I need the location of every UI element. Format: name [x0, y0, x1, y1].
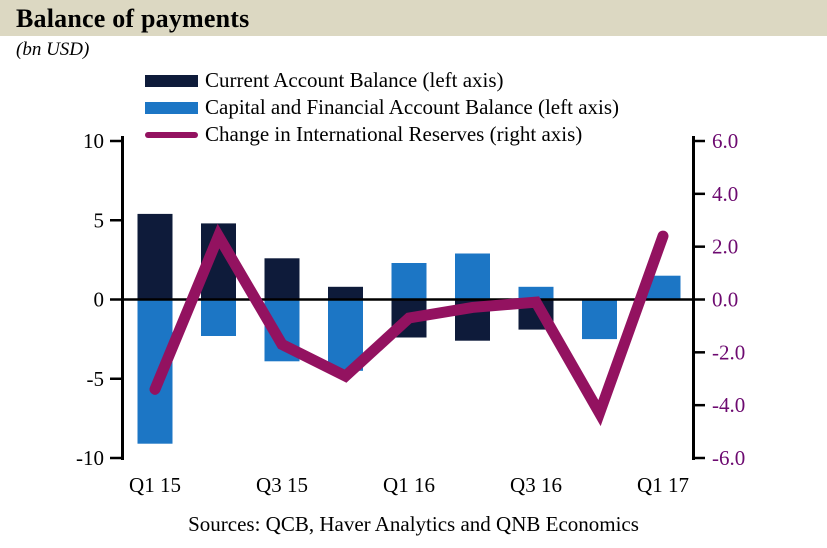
y-axis-right: 6.0 4.0 2.0 0.0 -2.0 -4.0 -6.0	[692, 129, 745, 470]
legend-swatch-current-account	[145, 74, 198, 87]
legend-label-capital-financial: Capital and Financial Account Balance (l…	[205, 95, 620, 119]
legend-item-current-account: Current Account Balance (left axis)	[145, 67, 619, 94]
bar	[582, 299, 617, 340]
legend: Current Account Balance (left axis) Capi…	[145, 67, 619, 148]
left-tick-label: -5	[87, 367, 105, 391]
legend-label-reserves: Change in International Reserves (right …	[205, 122, 583, 146]
right-tick-label: -6.0	[712, 446, 745, 470]
x-tick-label: Q1 16	[383, 473, 435, 497]
bar	[264, 258, 300, 300]
left-tick-label: 10	[83, 129, 104, 153]
title-bar: Balance of payments	[0, 0, 827, 36]
bars-series-1	[137, 253, 681, 444]
reserves-line	[149, 223, 669, 427]
left-tick-label: -10	[76, 446, 104, 470]
legend-item-capital-financial: Capital and Financial Account Balance (l…	[145, 94, 619, 121]
right-tick-label: 4.0	[712, 182, 738, 206]
x-axis: Q1 15 Q3 15 Q1 16 Q3 16 Q1 17	[129, 473, 689, 497]
bar	[137, 213, 173, 300]
bar	[455, 253, 490, 300]
x-tick-label: Q3 16	[510, 473, 562, 497]
right-tick-label: 0.0	[712, 288, 738, 312]
right-tick-label: -2.0	[712, 340, 745, 364]
right-tick-label: -4.0	[712, 393, 745, 417]
right-tick-label: 6.0	[712, 129, 738, 153]
legend-label-current-account: Current Account Balance (left axis)	[205, 68, 504, 92]
chart-subtitle: (bn USD)	[16, 39, 90, 60]
x-tick-label: Q1 15	[129, 473, 181, 497]
bar	[645, 275, 681, 300]
bar	[201, 299, 236, 336]
left-tick-label: 5	[94, 208, 105, 232]
left-tick-label: 0	[94, 288, 105, 312]
chart-title: Balance of payments	[16, 4, 250, 33]
y-axis-left: 10 5 0 -5 -10	[76, 129, 124, 470]
legend-swatch-reserves-line	[145, 131, 198, 138]
source-note: Sources: QCB, Haver Analytics and QNB Ec…	[188, 512, 639, 536]
legend-item-reserves: Change in International Reserves (right …	[145, 121, 619, 148]
right-tick-label: 2.0	[712, 235, 738, 259]
x-tick-label: Q3 15	[256, 473, 308, 497]
x-tick-label: Q1 17	[637, 473, 689, 497]
bar	[391, 263, 427, 300]
bar	[328, 286, 363, 300]
legend-swatch-capital-financial	[145, 101, 198, 114]
bar	[518, 286, 554, 300]
